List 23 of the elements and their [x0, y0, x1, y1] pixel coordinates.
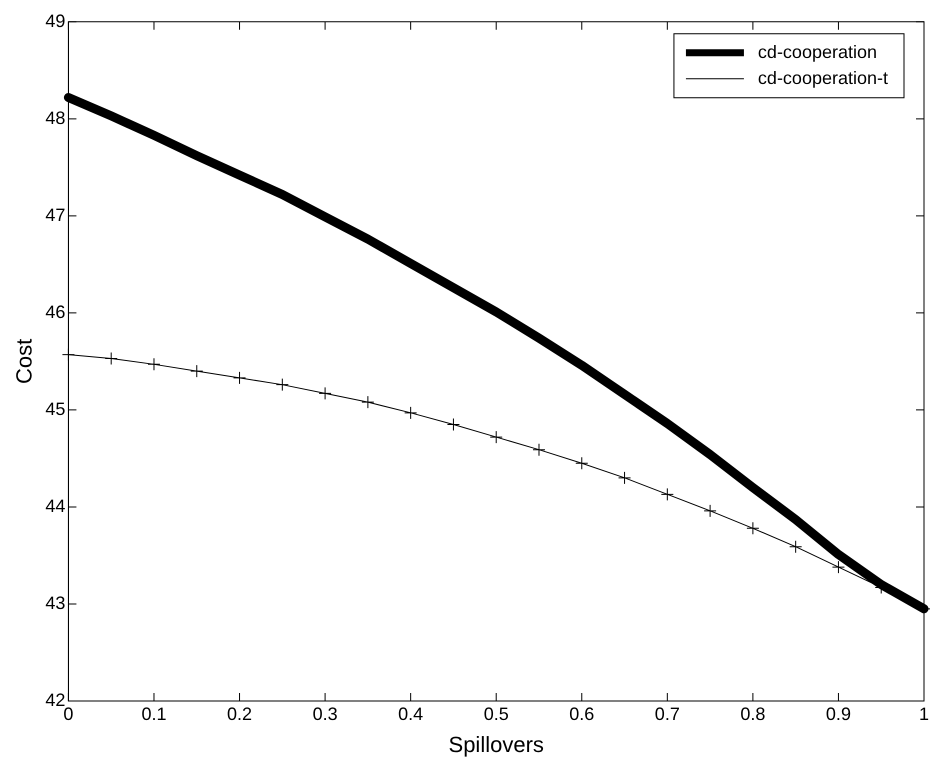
y-tick-label: 49 [45, 10, 66, 31]
y-tick-label: 45 [45, 398, 66, 419]
x-tick-label: 0.8 [740, 704, 766, 724]
x-axis-title: Spillovers [448, 732, 544, 757]
x-tick-label: 1 [918, 704, 930, 724]
y-axis-title: Cost [11, 338, 36, 384]
x-tick-label: 0.2 [227, 704, 252, 724]
y-tick-label: 43 [45, 592, 66, 613]
x-tick-label: 0.6 [569, 704, 594, 724]
x-tick-label: 0.9 [826, 704, 851, 724]
x-tick-label: 0 [63, 704, 74, 724]
legend-label: cd-cooperation [758, 42, 878, 62]
legend-label: cd-cooperation-t [758, 68, 888, 88]
x-tick-label: 0.5 [484, 704, 509, 724]
x-tick-label: 0.4 [398, 704, 424, 724]
y-tick-label: 42 [45, 690, 66, 710]
y-tick-label: 47 [45, 204, 66, 225]
x-tick-label: 0.1 [141, 704, 166, 724]
y-tick-label: 48 [45, 108, 66, 128]
y-tick-label: 44 [45, 496, 66, 516]
x-tick-label: 0.3 [312, 704, 338, 724]
x-tick-label: 0.7 [654, 704, 680, 724]
y-tick-label: 46 [45, 302, 66, 322]
